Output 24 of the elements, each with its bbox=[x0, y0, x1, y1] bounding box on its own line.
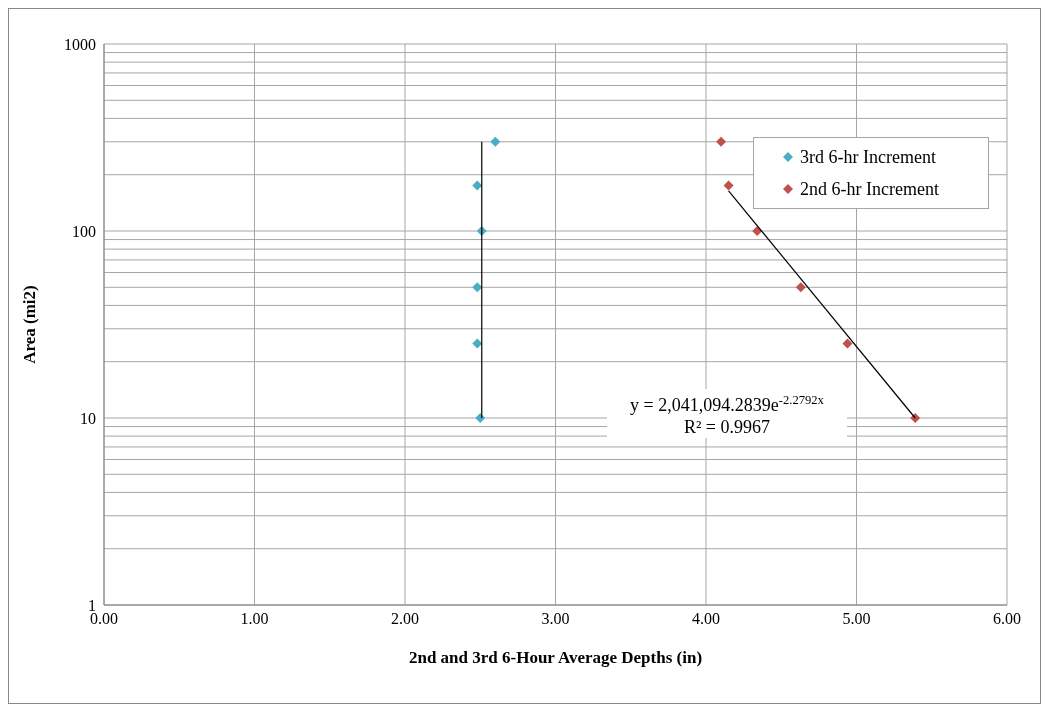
annotation: R² = 0.9967 bbox=[683, 417, 771, 437]
legend-label: 3rd 6-hr Increment bbox=[800, 146, 936, 168]
point bbox=[475, 413, 486, 423]
point bbox=[795, 282, 806, 293]
y-axis-title: Area (mi2) bbox=[20, 285, 40, 364]
point bbox=[472, 282, 483, 293]
y-tick-label: 100 bbox=[72, 222, 96, 240]
y-tick-label: 1000 bbox=[64, 35, 96, 53]
x-tick-label: 3.00 bbox=[541, 610, 570, 628]
x-tick-label: 6.00 bbox=[993, 610, 1021, 628]
point bbox=[472, 338, 483, 349]
x-axis-title: 2nd and 3rd 6-Hour Average Depths (in) bbox=[408, 648, 703, 667]
y-tick-label: 10 bbox=[80, 409, 96, 427]
point bbox=[723, 180, 734, 191]
point bbox=[472, 180, 483, 191]
x-tick-label: 1.00 bbox=[240, 610, 269, 628]
x-tick-label: 2.00 bbox=[391, 610, 419, 628]
annotation: y = 2,041,094.2839e$^{-2.2792x}$ bbox=[630, 393, 824, 415]
point bbox=[842, 338, 853, 349]
x-tick-label: 5.00 bbox=[842, 610, 871, 628]
x-tick-label: 4.00 bbox=[692, 610, 720, 628]
point bbox=[490, 136, 501, 147]
legend-label: 2nd 6-hr Increment bbox=[800, 178, 939, 200]
point bbox=[716, 136, 727, 147]
